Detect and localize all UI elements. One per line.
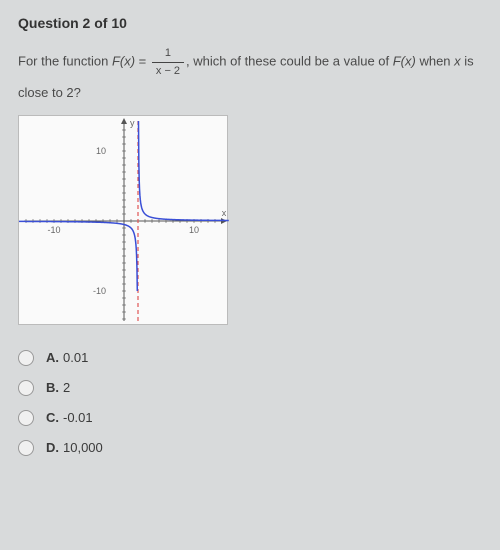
option-c-letter: C. (46, 410, 59, 425)
fraction: 1x − 2 (152, 45, 184, 79)
option-a-letter: A. (46, 350, 59, 365)
svg-text:y: y (130, 118, 135, 128)
svg-text:-10: -10 (47, 225, 60, 235)
option-d-label: D. 10,000 (46, 440, 103, 455)
question-text-line2: close to 2? (18, 83, 482, 103)
option-a[interactable]: A. 0.01 (18, 350, 482, 366)
fx-expr: F(x) (112, 53, 135, 68)
svg-text:x: x (222, 208, 227, 218)
radio-a[interactable] (18, 350, 34, 366)
option-b-letter: B. (46, 380, 59, 395)
option-b[interactable]: B. 2 (18, 380, 482, 396)
question-text: For the function F(x) = 1x − 2, which of… (18, 45, 482, 79)
text-prefix: For the function (18, 53, 112, 68)
svg-text:10: 10 (96, 146, 106, 156)
option-d-letter: D. (46, 440, 59, 455)
option-a-label: A. 0.01 (46, 350, 88, 365)
function-graph: 10 -10 10 -10 x y (19, 116, 229, 326)
option-d[interactable]: D. 10,000 (18, 440, 482, 456)
option-c-label: C. -0.01 (46, 410, 93, 425)
radio-d[interactable] (18, 440, 34, 456)
fx-expr-2: F(x) (393, 53, 416, 68)
equals: = (135, 53, 150, 68)
option-d-text: 10,000 (63, 440, 103, 455)
svg-text:-10: -10 (93, 286, 106, 296)
option-a-text: 0.01 (63, 350, 88, 365)
text-after: when (416, 53, 454, 68)
graph-container: 10 -10 10 -10 x y (18, 115, 228, 325)
fraction-num: 1 (152, 45, 184, 63)
option-c[interactable]: C. -0.01 (18, 410, 482, 426)
fraction-den: x − 2 (152, 63, 184, 80)
option-b-text: 2 (63, 380, 70, 395)
text-end: is (461, 53, 474, 68)
option-c-text: -0.01 (63, 410, 93, 425)
answer-options: A. 0.01 B. 2 C. -0.01 D. 10,000 (18, 350, 482, 456)
text-mid: , which of these could be a value of (186, 53, 393, 68)
option-b-label: B. 2 (46, 380, 70, 395)
question-number: Question 2 of 10 (18, 15, 482, 31)
svg-text:10: 10 (189, 225, 199, 235)
radio-b[interactable] (18, 380, 34, 396)
radio-c[interactable] (18, 410, 34, 426)
